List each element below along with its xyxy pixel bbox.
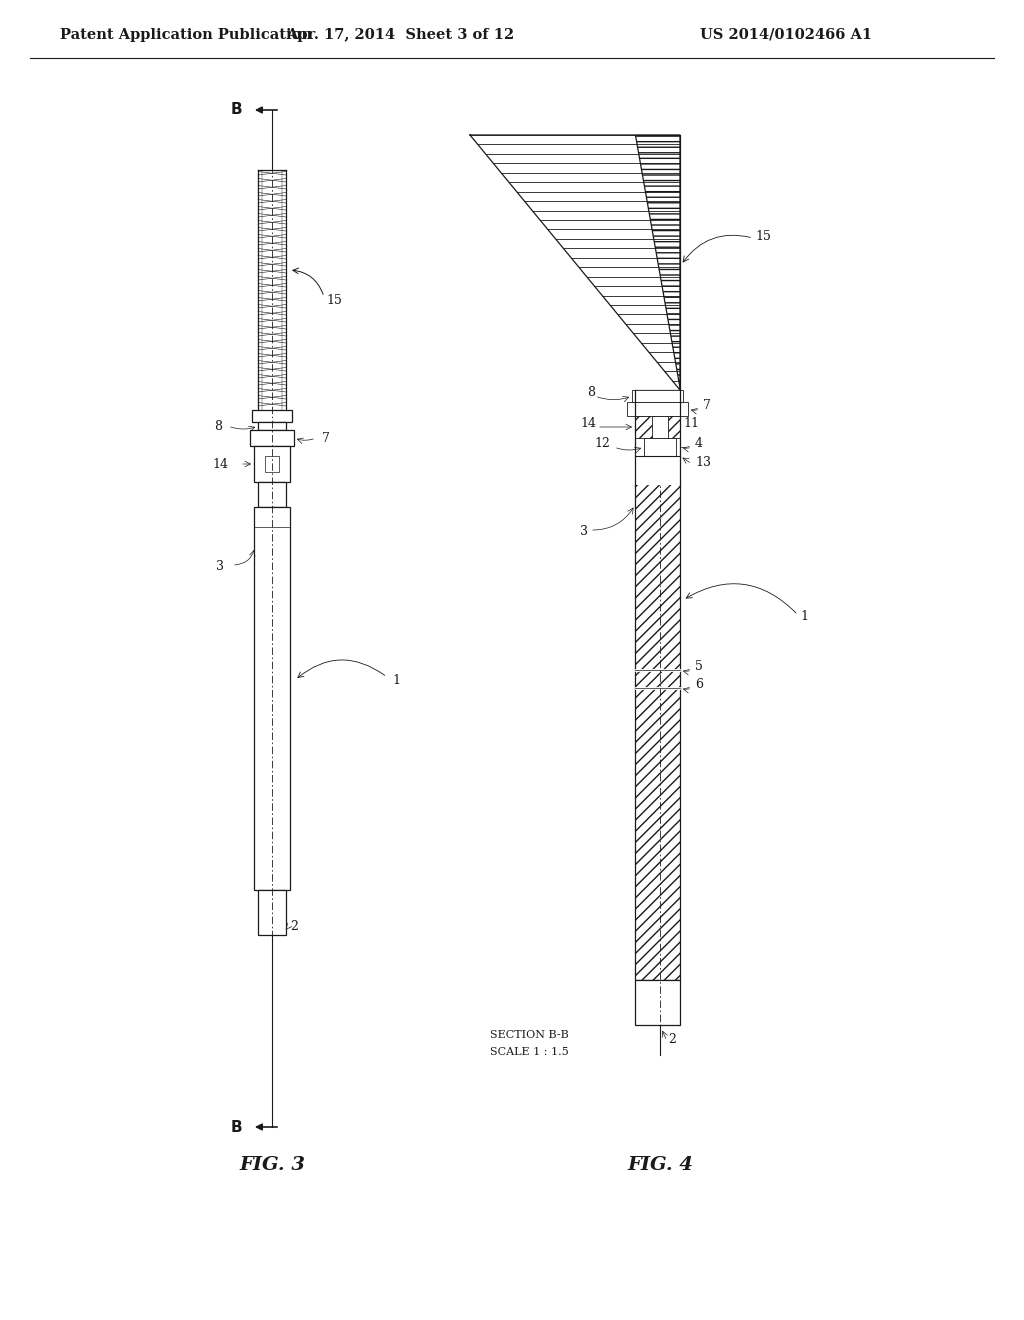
Text: 7: 7	[703, 399, 711, 412]
Bar	[254, 507, 290, 890]
Text: 14: 14	[212, 458, 228, 470]
Text: FIG. 3: FIG. 3	[239, 1156, 305, 1173]
Text: 13: 13	[695, 455, 711, 469]
Bar	[644, 438, 676, 455]
Bar	[265, 455, 279, 473]
Bar	[258, 482, 286, 507]
Bar	[258, 422, 286, 430]
Text: 7: 7	[322, 432, 330, 445]
Bar	[635, 389, 680, 979]
Text: 14: 14	[580, 417, 596, 430]
Text: FIG. 4: FIG. 4	[627, 1156, 693, 1173]
Text: 1: 1	[392, 673, 400, 686]
Bar	[632, 389, 683, 403]
Text: 15: 15	[326, 293, 342, 306]
Text: 4: 4	[695, 437, 703, 450]
Bar	[630, 389, 685, 484]
Bar	[250, 430, 294, 446]
Text: 8: 8	[587, 385, 595, 399]
Text: B: B	[230, 103, 242, 117]
Bar	[254, 446, 290, 482]
Text: SECTION B-B: SECTION B-B	[490, 1030, 568, 1040]
Bar	[635, 979, 680, 1026]
Text: 3: 3	[580, 525, 588, 539]
Text: 8: 8	[214, 420, 222, 433]
Text: US 2014/0102466 A1: US 2014/0102466 A1	[700, 28, 872, 42]
Text: 11: 11	[683, 417, 699, 430]
Bar	[252, 411, 292, 422]
Text: 1: 1	[800, 610, 808, 623]
Bar	[652, 416, 668, 438]
Text: 15: 15	[755, 230, 771, 243]
Text: SCALE 1 : 1.5: SCALE 1 : 1.5	[490, 1047, 568, 1057]
Text: 6: 6	[695, 678, 703, 690]
Text: 5: 5	[695, 660, 702, 673]
Bar	[258, 890, 286, 935]
Polygon shape	[635, 135, 680, 389]
Bar	[635, 416, 680, 438]
Text: 2: 2	[668, 1034, 676, 1045]
Text: Patent Application Publication: Patent Application Publication	[60, 28, 312, 42]
Text: 12: 12	[594, 437, 610, 450]
Text: B: B	[230, 1119, 242, 1134]
Text: 2: 2	[290, 920, 298, 933]
Text: 3: 3	[216, 561, 224, 573]
Ellipse shape	[267, 458, 278, 470]
Text: Apr. 17, 2014  Sheet 3 of 12: Apr. 17, 2014 Sheet 3 of 12	[286, 28, 514, 42]
Bar	[627, 403, 688, 416]
